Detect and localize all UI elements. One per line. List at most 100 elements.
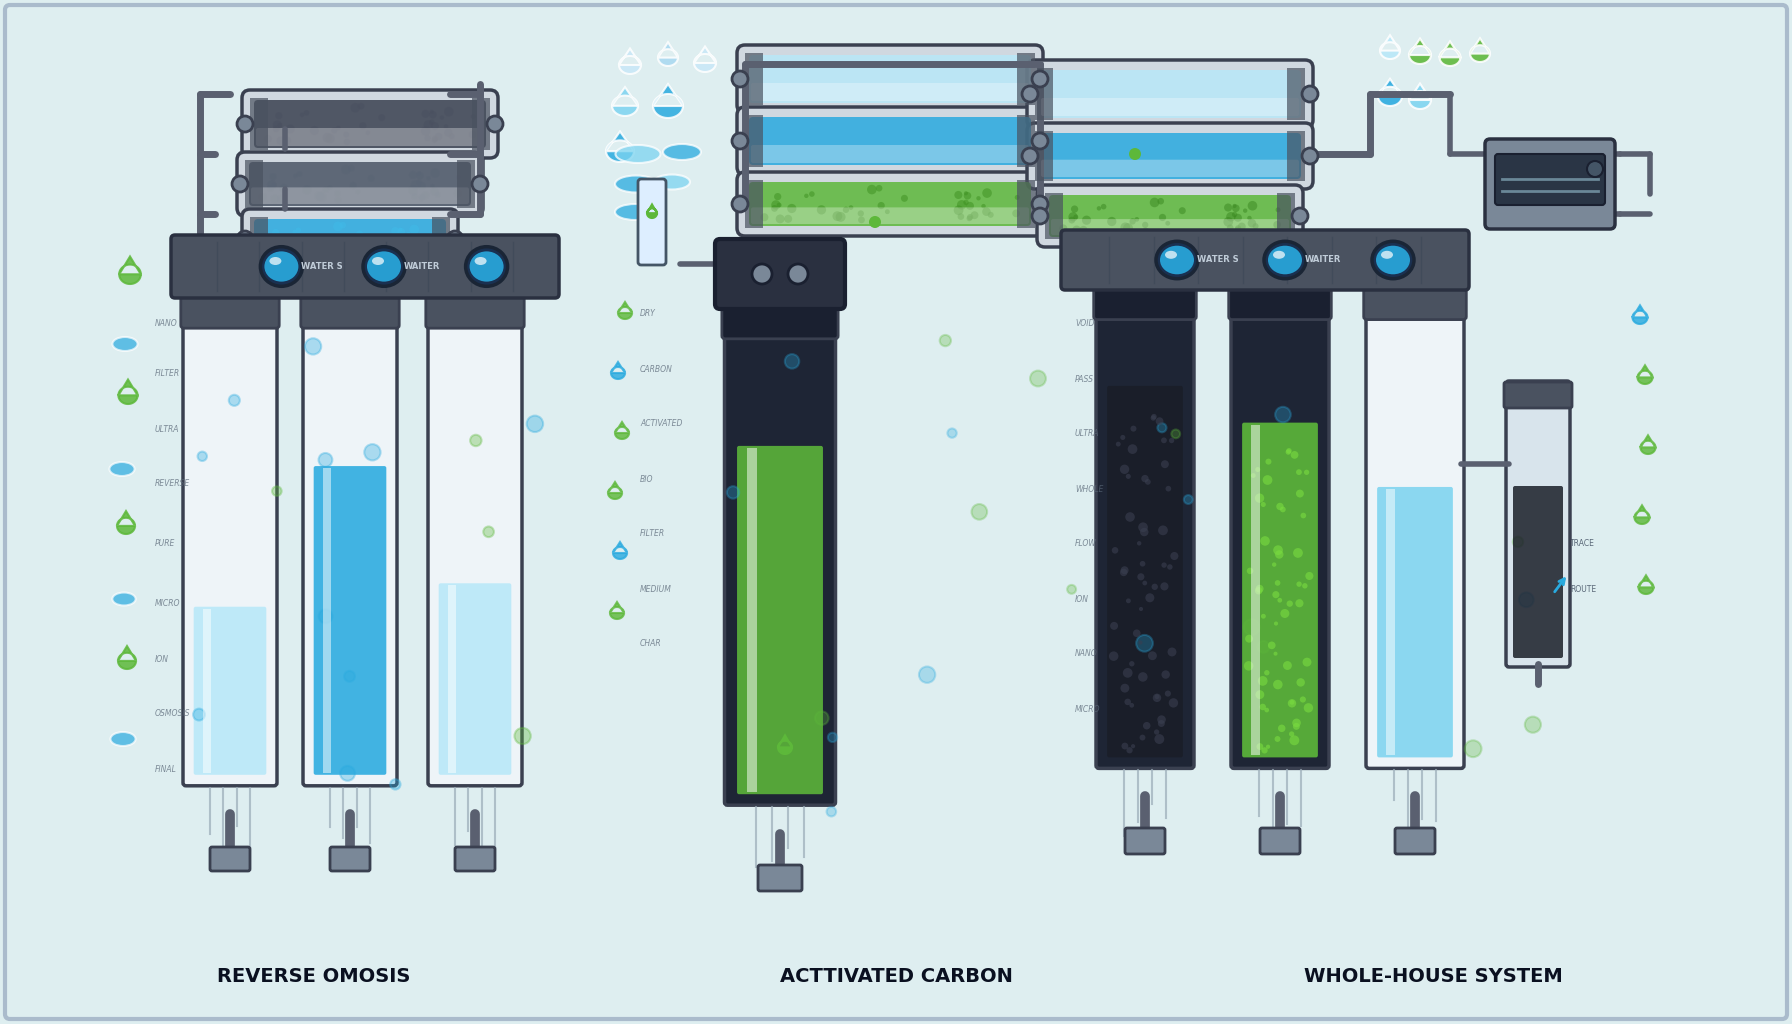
FancyBboxPatch shape	[237, 152, 484, 216]
Circle shape	[409, 171, 418, 179]
Text: WATER S: WATER S	[1197, 256, 1238, 264]
FancyBboxPatch shape	[1027, 123, 1314, 189]
Circle shape	[1158, 423, 1167, 432]
Circle shape	[1170, 552, 1179, 560]
FancyBboxPatch shape	[1364, 267, 1466, 319]
Polygon shape	[658, 42, 677, 66]
Circle shape	[319, 609, 332, 624]
Ellipse shape	[470, 251, 504, 282]
Circle shape	[1258, 676, 1267, 686]
Circle shape	[1269, 641, 1276, 649]
Text: ULTRA: ULTRA	[154, 425, 179, 433]
Circle shape	[1292, 719, 1301, 727]
FancyBboxPatch shape	[428, 291, 521, 785]
Circle shape	[1296, 469, 1301, 475]
Circle shape	[430, 110, 434, 114]
Circle shape	[1127, 748, 1133, 754]
Circle shape	[1082, 216, 1091, 225]
Circle shape	[272, 126, 280, 132]
Circle shape	[317, 191, 326, 202]
Circle shape	[310, 126, 319, 135]
Circle shape	[1247, 216, 1251, 220]
Circle shape	[1021, 148, 1038, 164]
Circle shape	[335, 126, 340, 130]
Circle shape	[1294, 548, 1303, 558]
Circle shape	[410, 242, 418, 250]
Circle shape	[237, 116, 253, 132]
Circle shape	[1274, 622, 1278, 626]
Text: OUTLET: OUTLET	[1226, 150, 1258, 159]
Polygon shape	[1640, 435, 1656, 454]
Circle shape	[1247, 201, 1258, 211]
Circle shape	[471, 114, 475, 119]
FancyBboxPatch shape	[724, 301, 835, 805]
Circle shape	[957, 200, 966, 210]
FancyBboxPatch shape	[1125, 828, 1165, 854]
Circle shape	[416, 172, 425, 179]
Circle shape	[367, 175, 375, 182]
Circle shape	[432, 137, 437, 143]
Circle shape	[1142, 475, 1149, 482]
Circle shape	[1161, 562, 1167, 567]
Circle shape	[1172, 429, 1181, 438]
Circle shape	[428, 111, 437, 119]
Text: FINAL: FINAL	[154, 765, 177, 773]
FancyBboxPatch shape	[749, 117, 1030, 165]
FancyBboxPatch shape	[181, 275, 280, 329]
FancyBboxPatch shape	[749, 55, 1030, 103]
Circle shape	[966, 215, 973, 221]
Circle shape	[1464, 740, 1482, 757]
Circle shape	[805, 194, 808, 198]
Circle shape	[1150, 414, 1158, 420]
Circle shape	[339, 222, 346, 228]
Circle shape	[919, 667, 935, 683]
Circle shape	[1129, 702, 1134, 708]
Circle shape	[1158, 198, 1165, 205]
Bar	[1387, 488, 1394, 756]
Circle shape	[858, 216, 866, 223]
Circle shape	[817, 205, 826, 214]
FancyBboxPatch shape	[1512, 486, 1563, 658]
Circle shape	[514, 728, 530, 744]
Circle shape	[1245, 635, 1253, 643]
Circle shape	[966, 202, 973, 210]
Circle shape	[815, 712, 828, 725]
Circle shape	[1263, 670, 1269, 676]
Circle shape	[833, 211, 842, 221]
Circle shape	[1143, 722, 1150, 729]
Circle shape	[1120, 566, 1129, 574]
Circle shape	[1140, 561, 1145, 566]
Bar	[745, 53, 763, 105]
Circle shape	[391, 240, 400, 249]
Circle shape	[1133, 630, 1140, 637]
Polygon shape	[1634, 505, 1649, 524]
Text: WHOLE: WHOLE	[1075, 484, 1104, 494]
Circle shape	[785, 354, 799, 369]
Circle shape	[955, 190, 962, 199]
Circle shape	[1021, 86, 1038, 102]
Circle shape	[1251, 473, 1256, 478]
Circle shape	[1262, 613, 1265, 618]
Circle shape	[1152, 584, 1158, 590]
FancyBboxPatch shape	[1039, 70, 1301, 118]
Text: OUTLET: OUTLET	[950, 217, 982, 226]
Circle shape	[272, 229, 280, 237]
Circle shape	[1263, 475, 1272, 484]
Circle shape	[1244, 209, 1247, 213]
Circle shape	[1072, 206, 1079, 213]
Circle shape	[351, 103, 360, 113]
Bar	[251, 98, 269, 150]
Circle shape	[1152, 693, 1161, 702]
Circle shape	[1154, 729, 1159, 734]
Text: ULTRA: ULTRA	[1075, 429, 1100, 438]
Circle shape	[1260, 537, 1271, 546]
FancyBboxPatch shape	[1039, 133, 1301, 179]
Circle shape	[328, 185, 332, 189]
Circle shape	[1296, 489, 1305, 498]
Circle shape	[448, 133, 455, 139]
Circle shape	[1159, 214, 1167, 221]
Ellipse shape	[615, 175, 658, 193]
FancyBboxPatch shape	[1231, 283, 1330, 768]
Circle shape	[271, 240, 278, 246]
Polygon shape	[120, 256, 142, 284]
